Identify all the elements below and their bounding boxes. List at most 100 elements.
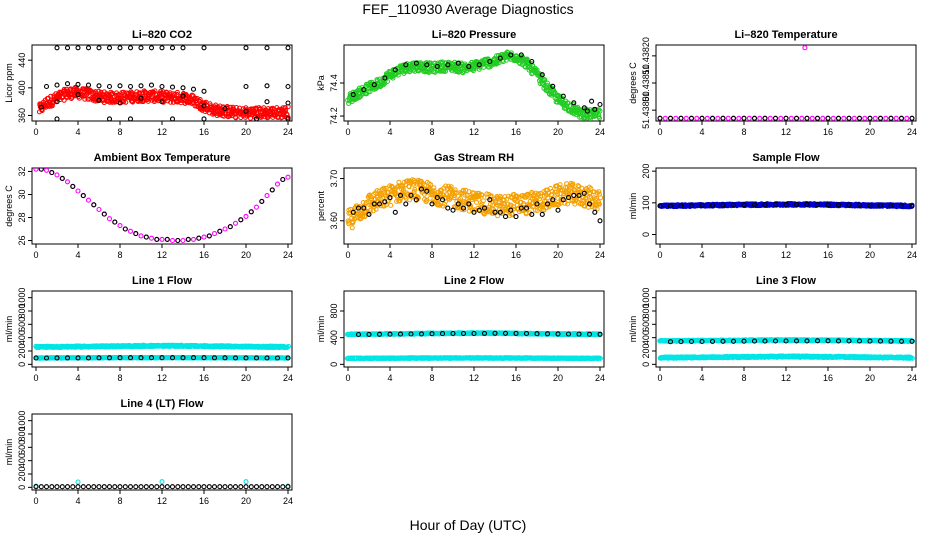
data-point [720, 202, 726, 208]
data-point [232, 220, 239, 226]
data-point [487, 201, 493, 207]
x-tick-label: 16 [511, 127, 521, 137]
y-tick-label: 51.43810 [641, 64, 651, 102]
data-point [138, 95, 144, 101]
data-point [431, 185, 437, 191]
y-axis-label: ml/min [628, 193, 638, 220]
data-point [571, 100, 577, 106]
x-tick-label: 20 [553, 127, 563, 137]
data-point [248, 209, 254, 215]
data-point [455, 60, 461, 66]
data-point [148, 235, 155, 241]
data-point [445, 62, 451, 68]
data-point [174, 92, 180, 97]
x-tick-label: 0 [33, 127, 38, 137]
data-point [778, 115, 784, 121]
data-point [117, 45, 123, 51]
x-tick-label: 16 [823, 127, 833, 137]
data-point [64, 45, 71, 51]
data-point [54, 116, 60, 121]
data-point [33, 168, 39, 172]
data-point [584, 198, 590, 204]
figure-title: FEF_110930 Average Diagnostics [362, 1, 574, 17]
data-point [361, 87, 367, 93]
data-point [419, 61, 425, 67]
data-point [180, 85, 186, 91]
x-tick-label: 8 [741, 127, 746, 137]
panel-data [345, 49, 603, 121]
panel-title: Li–820 Temperature [734, 29, 837, 41]
data-point [424, 197, 430, 203]
data-point [49, 170, 55, 176]
data-point [804, 115, 810, 121]
data-point [545, 195, 551, 201]
data-point [85, 355, 92, 361]
y-tick-label: 3.70 [329, 170, 339, 188]
data-point [576, 192, 582, 198]
data-point [548, 192, 554, 198]
data-point [704, 115, 710, 121]
panel-title: Ambient Box Temperature [94, 152, 231, 164]
data-point [909, 115, 915, 121]
y-tick-label: 51.43820 [641, 37, 651, 75]
data-point [448, 184, 454, 190]
data-point [397, 192, 404, 198]
y-axis-label: degrees C [628, 62, 638, 104]
data-point [523, 205, 530, 211]
data-point [768, 202, 773, 208]
data-point [411, 188, 417, 194]
data-point [159, 355, 165, 361]
data-point [75, 92, 81, 98]
data-point [539, 72, 545, 78]
y-tick-label: 26 [17, 236, 27, 246]
data-point [872, 115, 878, 121]
data-point [285, 100, 291, 106]
data-point [264, 83, 270, 89]
data-point [243, 114, 248, 120]
data-point [75, 355, 81, 361]
x-tick-label: 4 [75, 127, 80, 137]
data-point [43, 168, 50, 173]
data-point [502, 214, 509, 220]
data-point [374, 188, 380, 194]
y-tick-label: 3.60 [329, 212, 339, 230]
data-point [383, 185, 389, 191]
data-point [138, 83, 144, 89]
data-point [152, 88, 158, 94]
data-point [598, 195, 604, 201]
data-point [106, 83, 113, 90]
data-point [117, 83, 123, 89]
data-point [709, 115, 716, 121]
data-point [106, 45, 113, 51]
data-point [85, 82, 92, 88]
data-point [715, 115, 721, 121]
data-point [253, 355, 260, 361]
data-point [217, 228, 223, 234]
data-point [793, 201, 800, 207]
data-point [201, 45, 207, 51]
data-point [264, 355, 270, 361]
data-point [64, 355, 71, 361]
data-point [512, 198, 518, 204]
data-point [539, 211, 545, 217]
data-point [471, 209, 477, 215]
data-point [461, 187, 466, 193]
data-point [437, 202, 443, 208]
y-tick-label: 200 [17, 343, 27, 358]
data-point [101, 100, 107, 106]
data-point [129, 90, 135, 96]
data-point [269, 187, 275, 193]
data-point [424, 62, 430, 68]
data-point [883, 115, 889, 121]
data-point [581, 203, 587, 209]
data-point [495, 213, 501, 219]
y-tick-label: 74.4 [329, 74, 339, 92]
y-axis-label: Licor ppm [4, 63, 14, 103]
data-point [508, 52, 514, 58]
data-point [555, 191, 561, 197]
data-point [274, 181, 281, 187]
data-point [594, 206, 600, 212]
x-tick-label: 12 [781, 127, 791, 137]
data-point [180, 93, 186, 99]
